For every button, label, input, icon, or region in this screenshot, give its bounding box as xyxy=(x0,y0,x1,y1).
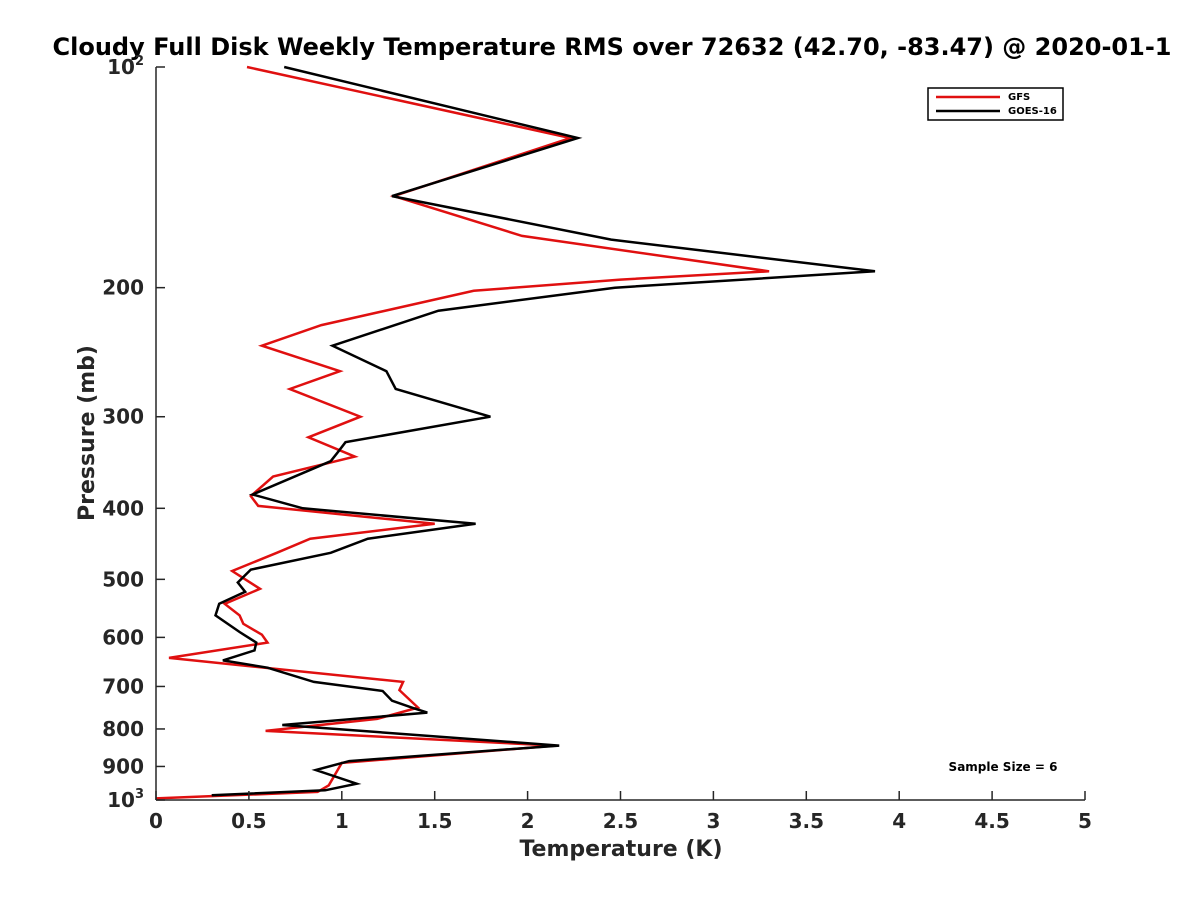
series-line-goes16 xyxy=(211,65,876,797)
plot-series-group xyxy=(155,65,876,800)
y-tick-label: 900 xyxy=(102,754,144,778)
y-tick-label: 102 xyxy=(107,54,144,79)
sample-size-annotation: Sample Size = 6 xyxy=(949,760,1058,774)
x-tick-label: 4 xyxy=(892,809,906,833)
y-axis-label: Pressure (mb) xyxy=(75,345,100,521)
legend-label-goes16: GOES-16 xyxy=(1008,106,1057,117)
y-tick-label: 200 xyxy=(102,276,144,300)
y-tick-label: 300 xyxy=(102,405,144,429)
x-tick-label: 5 xyxy=(1078,809,1092,833)
x-ticks: 0 0.5 1 1.5 2 2.5 3 3.5 4 4.5 5 xyxy=(149,791,1092,833)
y-tick-label: 400 xyxy=(102,496,144,520)
y-tick-label: 600 xyxy=(102,625,144,649)
x-tick-label: 2 xyxy=(521,809,535,833)
x-tick-label: 0 xyxy=(149,809,163,833)
axes xyxy=(155,67,1085,801)
y-tick-label: 500 xyxy=(102,567,144,591)
x-tick-label: 2.5 xyxy=(603,809,638,833)
x-tick-label: 1.5 xyxy=(417,809,452,833)
y-tick-label: 700 xyxy=(102,674,144,698)
legend-label-gfs: GFS xyxy=(1008,92,1030,103)
x-axis-label: Temperature (K) xyxy=(519,837,722,862)
y-tick-label: 800 xyxy=(102,717,144,741)
chart-title: Cloudy Full Disk Weekly Temperature RMS … xyxy=(53,33,1172,61)
x-tick-label: 1 xyxy=(335,809,349,833)
series-line-gfs xyxy=(155,65,770,800)
x-tick-label: 3 xyxy=(706,809,720,833)
x-tick-label: 4.5 xyxy=(974,809,1009,833)
y-tick-label: 103 xyxy=(107,787,144,812)
legend-box xyxy=(927,87,1064,121)
x-tick-label: 3.5 xyxy=(789,809,824,833)
y-ticks: 102 200 300 400 500 600 700 800 900 103 xyxy=(102,54,165,812)
legend: GFS GOES-16 xyxy=(927,87,1064,121)
x-tick-label: 0.5 xyxy=(231,809,266,833)
